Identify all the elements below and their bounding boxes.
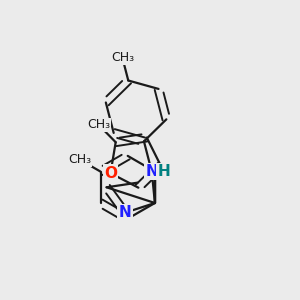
Text: H: H bbox=[157, 164, 170, 179]
Text: CH₃: CH₃ bbox=[68, 153, 92, 166]
Text: O: O bbox=[104, 166, 117, 181]
Text: N: N bbox=[119, 205, 131, 220]
Text: N: N bbox=[146, 164, 158, 179]
Text: CH₃: CH₃ bbox=[87, 118, 110, 131]
Text: N: N bbox=[148, 164, 161, 179]
Text: CH₃: CH₃ bbox=[111, 51, 134, 64]
